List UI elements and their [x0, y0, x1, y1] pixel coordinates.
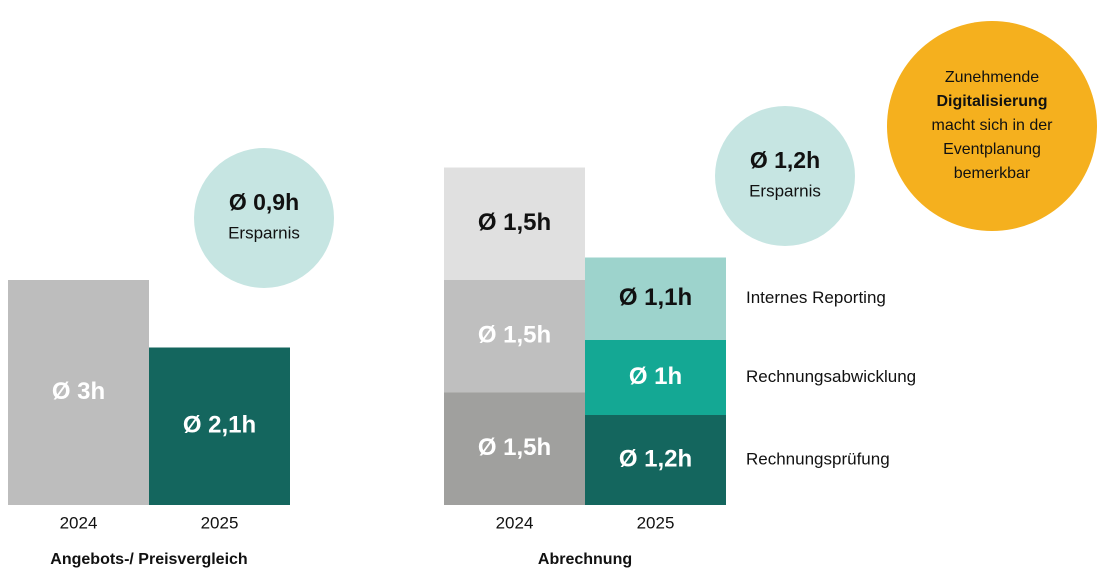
bar: [444, 167, 585, 280]
value-label: Ø 1,5h: [478, 322, 551, 349]
callout-text: bemerkbar: [954, 165, 1031, 182]
x-tick-label: 2024: [496, 513, 534, 532]
bar: [585, 415, 726, 505]
callout-circle: [887, 21, 1097, 231]
value-label: Ø 1,5h: [478, 209, 551, 236]
bar: [149, 347, 290, 505]
bar: [585, 257, 726, 340]
value-label: Ø 3h: [52, 378, 105, 405]
savings-text: Ersparnis: [749, 181, 821, 200]
series-label: Internes Reporting: [746, 288, 886, 307]
callout-text: macht sich in der: [932, 117, 1054, 134]
savings-bubble: [715, 106, 855, 246]
savings-value: Ø 0,9h: [229, 189, 299, 215]
value-label: Ø 1h: [629, 363, 682, 390]
bar: [585, 340, 726, 415]
value-label: Ø 1,2h: [619, 445, 692, 472]
series-label: Rechnungsprüfung: [746, 449, 890, 468]
value-label: Ø 1,5h: [478, 434, 551, 461]
callout-text: Eventplanung: [943, 141, 1041, 158]
chart-title: Abrechnung: [538, 551, 632, 568]
bar: [8, 280, 149, 505]
bar: [444, 392, 585, 505]
series-label: Rechnungsabwicklung: [746, 367, 916, 386]
x-tick-label: 2025: [201, 513, 239, 532]
savings-text: Ersparnis: [228, 223, 300, 242]
callout-text: Zunehmende: [945, 69, 1039, 86]
value-label: Ø 1,1h: [619, 284, 692, 311]
value-label: Ø 2,1h: [183, 412, 256, 439]
callout-text: Digitalisierung: [936, 93, 1047, 110]
savings-bubble: [194, 148, 334, 288]
bar: [444, 280, 585, 393]
savings-value: Ø 1,2h: [750, 147, 820, 173]
x-tick-label: 2024: [60, 513, 98, 532]
x-tick-label: 2025: [637, 513, 675, 532]
chart-title: Angebots-/ Preisvergleich: [50, 551, 247, 568]
